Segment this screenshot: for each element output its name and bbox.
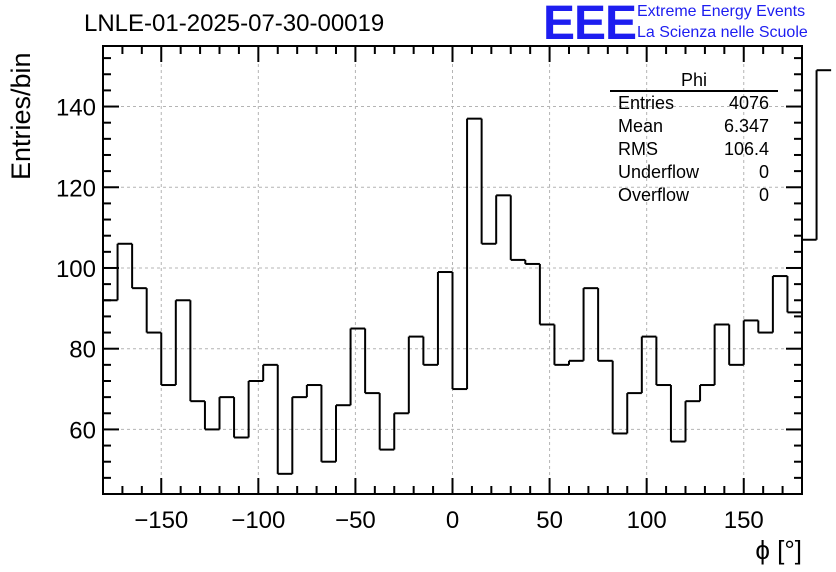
stats-value: 0: [758, 185, 769, 205]
x-tick-label: −50: [335, 507, 376, 534]
stats-label: Overflow: [618, 185, 690, 205]
y-tick-label: 60: [69, 417, 96, 444]
x-tick-label: 150: [724, 507, 764, 534]
stats-label: Entries: [618, 93, 675, 113]
stats-label: Underflow: [618, 162, 700, 182]
stats-row: Overflow 0: [610, 184, 778, 207]
plot-frame: [102, 45, 803, 495]
y-tick-label: 80: [69, 337, 96, 364]
y-tick-label: 120: [56, 175, 96, 202]
stats-row: Underflow 0: [610, 161, 778, 184]
stats-value: 106.4: [723, 139, 769, 159]
stats-value: 0: [758, 162, 769, 182]
stats-value: 6.347: [723, 116, 769, 136]
x-tick-label: −150: [134, 507, 188, 534]
stats-label: Mean: [618, 116, 664, 136]
y-axis-label: Entries/bin: [6, 52, 36, 180]
tick-labels: −150 −100 −50 0 50 100 150 60 80 100 120 140: [56, 95, 764, 534]
stats-row: Mean 6.347: [610, 115, 778, 138]
x-tick-label: 50: [536, 507, 563, 534]
x-axis-label: ϕ [°]: [755, 535, 802, 565]
eee-logo: EEE: [543, 0, 637, 50]
stats-box: Phi Entries 4076 Mean 6.347 RMS 106.4 Un…: [610, 70, 778, 207]
y-tick-label: 100: [56, 256, 96, 283]
stats-row: RMS 106.4: [610, 138, 778, 161]
x-tick-label: −100: [231, 507, 285, 534]
stats-title: Phi: [610, 70, 778, 92]
histogram-series: [103, 69, 832, 475]
banner-line-2: La Scienza nelle Scuole: [637, 24, 808, 41]
chart-title: LNLE-01-2025-07-30-00019: [84, 10, 385, 37]
x-tick-label: 100: [627, 507, 667, 534]
banner-line-1: Extreme Energy Events: [637, 3, 806, 20]
y-tick-label: 140: [56, 95, 96, 122]
axis-ticks: [103, 46, 802, 494]
stats-row: Entries 4076: [610, 92, 778, 115]
stats-label: RMS: [618, 139, 658, 159]
stats-value: 4076: [728, 93, 769, 113]
x-tick-label: 0: [446, 507, 459, 534]
